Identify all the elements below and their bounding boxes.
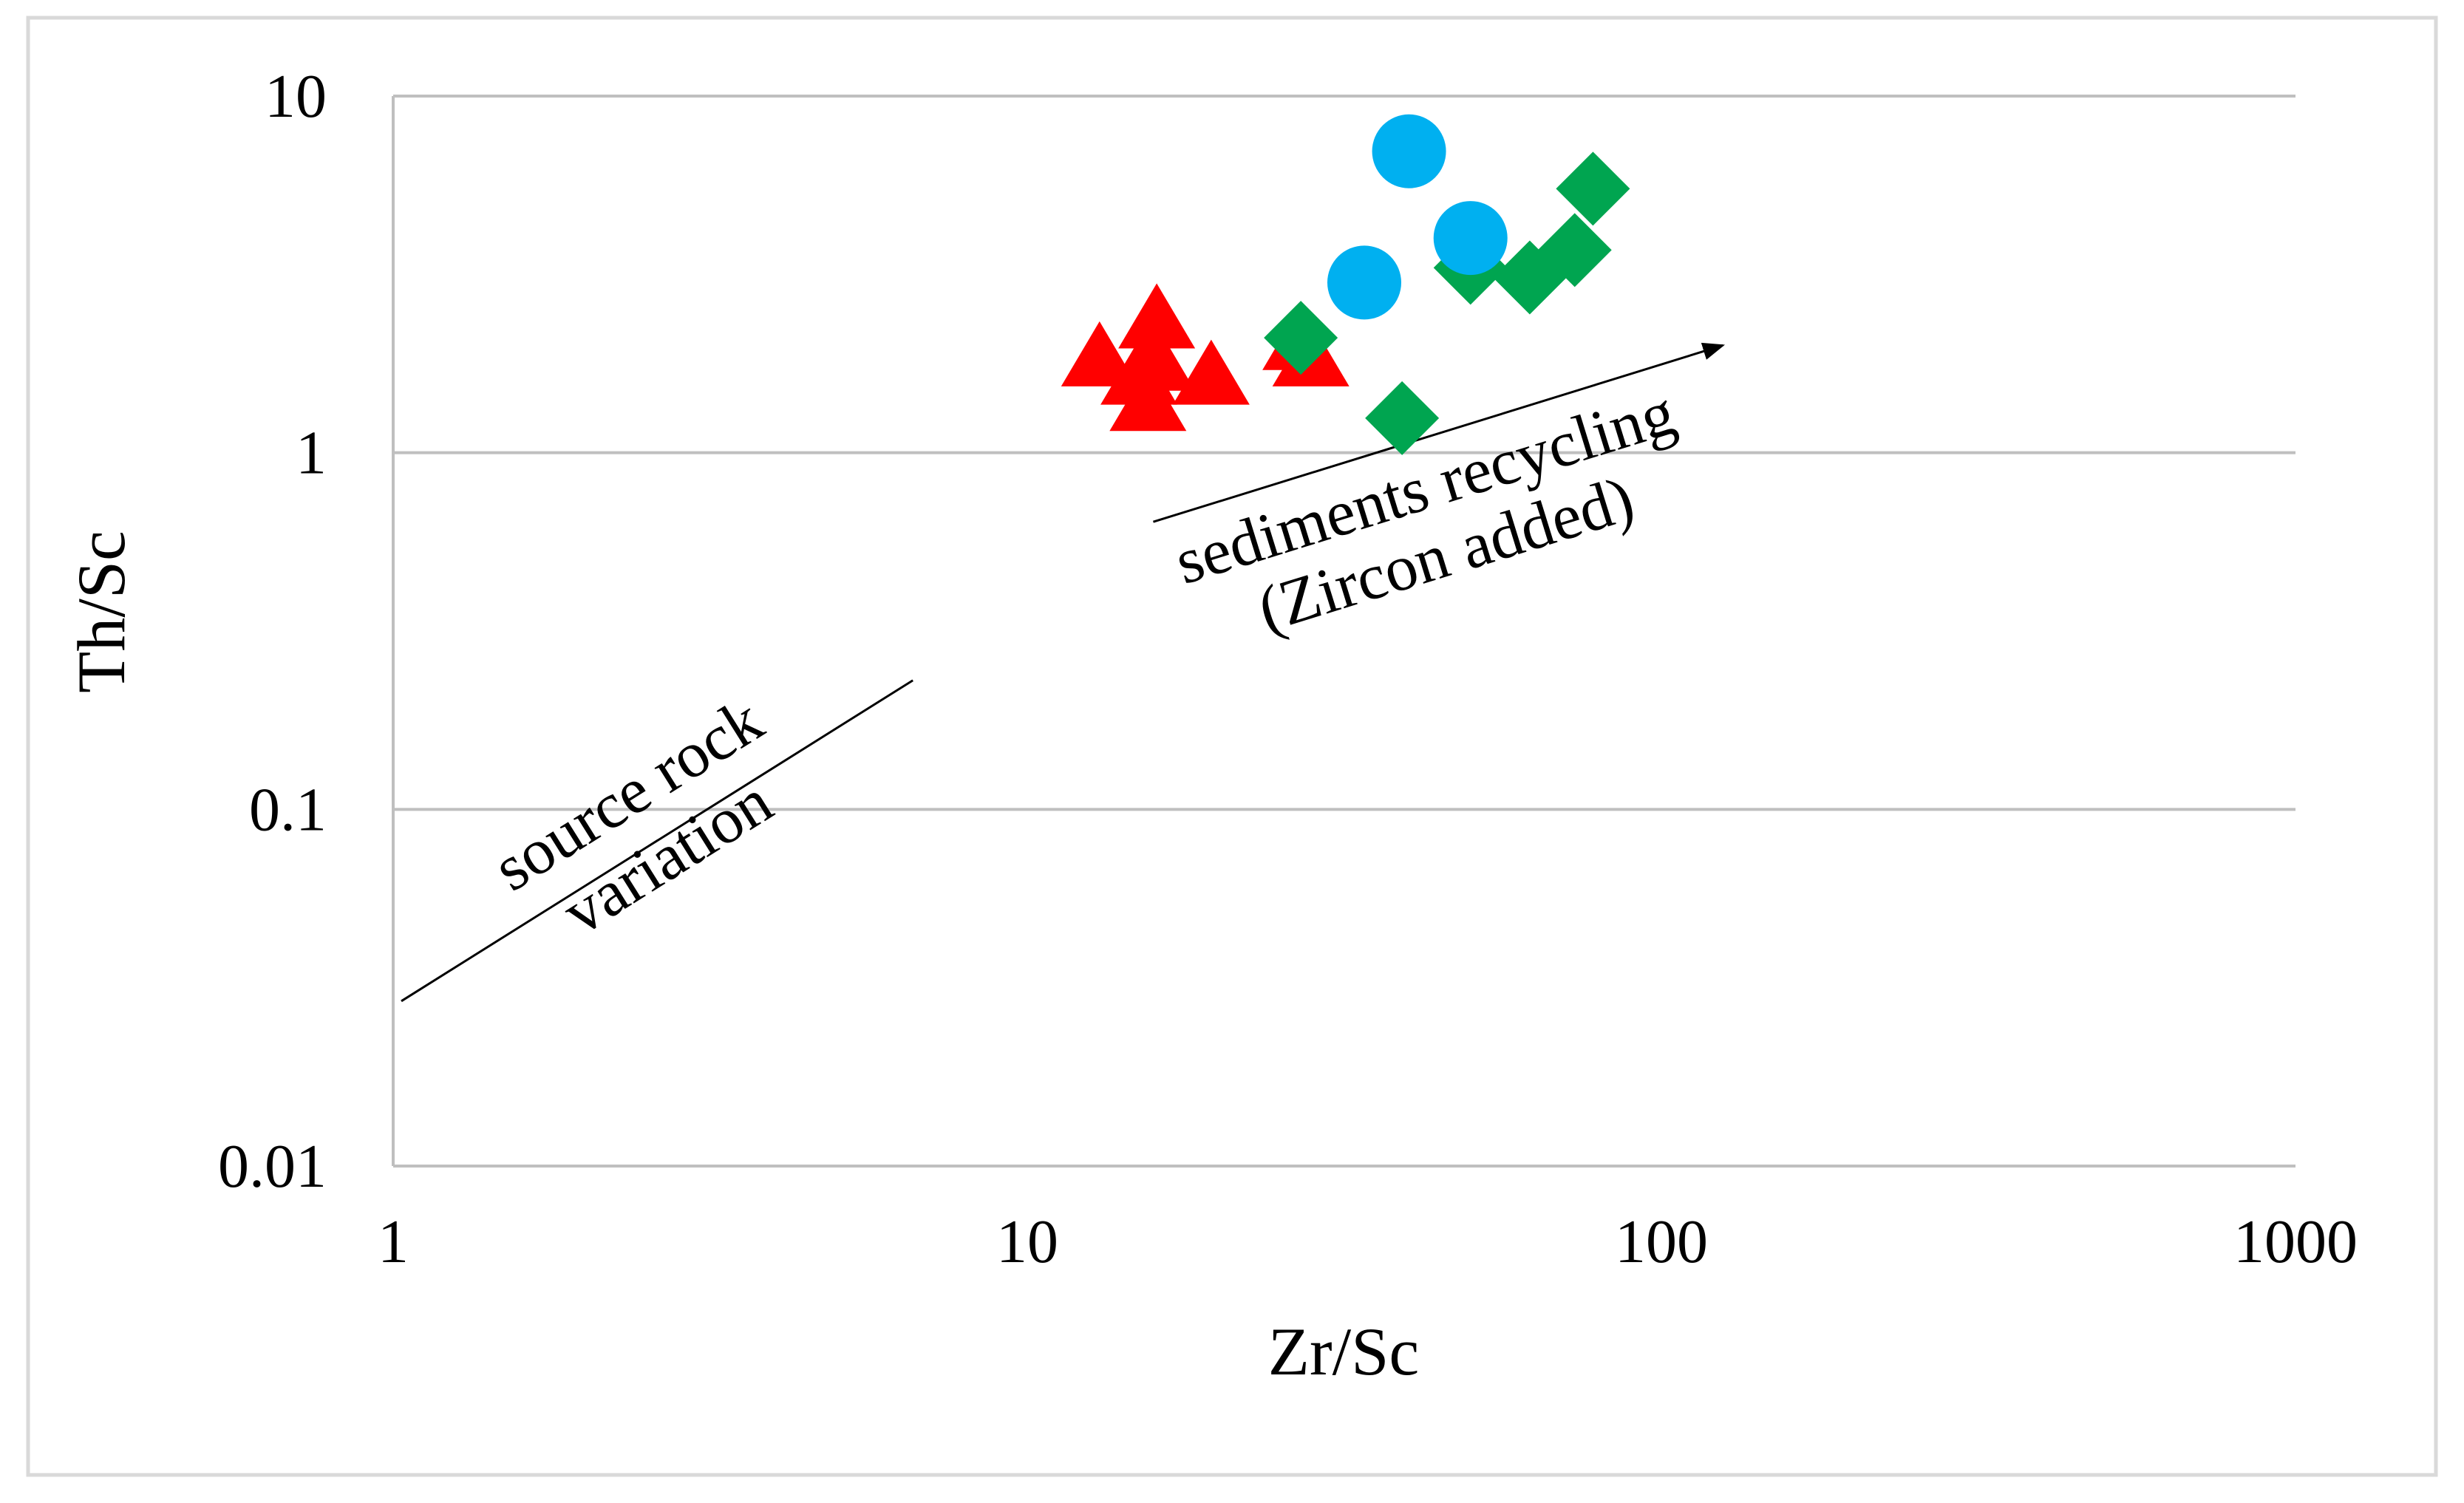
data-point-triangle [1109,366,1187,432]
data-point-circle [1372,114,1446,188]
source-rock-line [401,679,913,1003]
x-tick-label: 1 [378,1207,409,1276]
gridlines [393,95,2295,811]
x-tick-label: 1000 [2233,1207,2358,1276]
x-tick-label: 100 [1615,1207,1708,1276]
series-layer [1061,114,1630,455]
series-circles [1327,114,1508,320]
x-axis-title: Zr/Sc [1268,1314,1419,1389]
data-point-triangle [1118,283,1196,349]
data-point-triangle [1172,339,1250,405]
axes [392,96,2295,1168]
data-point-diamond [1365,381,1440,455]
data-point-diamond [1556,151,1630,226]
data-point-diamond [1264,301,1338,375]
chart-frame [26,16,2438,1477]
data-point-circle [1433,201,1508,276]
y-tick-label: 1 [296,419,327,488]
recycling-arrow [1153,342,1726,523]
y-tick-label: 0.01 [218,1132,327,1201]
data-point-triangle [1061,321,1138,386]
y-tick-label: 0.1 [249,775,327,844]
x-tick-labels: 1 10 100 1000 [378,1207,2358,1276]
x-tick-label: 10 [996,1207,1058,1276]
y-axis-title: Th/Sc [64,531,139,693]
data-point-circle [1327,245,1402,320]
y-tick-labels: 0.01 0.1 1 10 [218,62,327,1201]
data-point-diamond [1537,213,1612,287]
y-tick-label: 10 [265,62,327,131]
data-point-triangle [1118,325,1196,391]
